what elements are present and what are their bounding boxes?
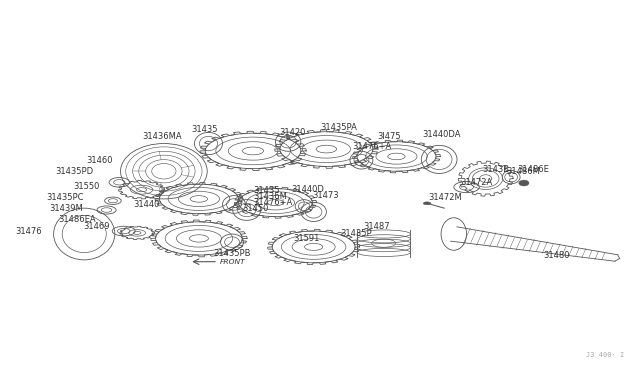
Text: 31435: 31435 xyxy=(191,125,218,134)
Text: 31486E: 31486E xyxy=(518,165,549,174)
Text: 31439M: 31439M xyxy=(49,203,83,213)
Text: 3l475: 3l475 xyxy=(378,132,401,141)
Text: 31476+A: 31476+A xyxy=(253,198,292,207)
Text: 31476+A: 31476+A xyxy=(352,142,391,151)
Text: FRONT: FRONT xyxy=(220,259,246,265)
Text: 31435PC: 31435PC xyxy=(47,193,84,202)
Text: 31486M: 31486M xyxy=(507,167,541,176)
Text: 31460: 31460 xyxy=(86,156,113,166)
Ellipse shape xyxy=(423,202,431,205)
Text: 31472A: 31472A xyxy=(460,178,492,187)
Text: 31476: 31476 xyxy=(15,227,42,235)
Text: 31435PB: 31435PB xyxy=(213,249,251,258)
Text: 31435PD: 31435PD xyxy=(56,167,94,176)
Text: 31487: 31487 xyxy=(364,222,390,231)
Text: 31440DA: 31440DA xyxy=(422,130,460,139)
Text: 31472M: 31472M xyxy=(428,193,462,202)
Text: 31436M: 31436M xyxy=(253,192,287,201)
Text: 31473: 31473 xyxy=(312,191,339,200)
Text: 31469: 31469 xyxy=(83,222,109,231)
Text: 31436MA: 31436MA xyxy=(142,132,182,141)
Text: 31440: 31440 xyxy=(133,200,159,209)
Text: 31486EA: 31486EA xyxy=(58,215,96,224)
Text: 31591: 31591 xyxy=(293,234,319,243)
Text: 31435PA: 31435PA xyxy=(320,123,357,132)
Text: 31450: 31450 xyxy=(243,203,269,213)
Text: 31420: 31420 xyxy=(279,128,305,137)
Text: 31440D: 31440D xyxy=(291,185,324,194)
Text: J3 400· I: J3 400· I xyxy=(586,352,625,358)
Ellipse shape xyxy=(519,180,529,186)
Text: 31435: 31435 xyxy=(253,186,280,195)
Text: 31550: 31550 xyxy=(74,182,100,191)
Text: 3143B: 3143B xyxy=(483,165,509,174)
Text: 31435P: 31435P xyxy=(340,230,372,238)
Text: 31480: 31480 xyxy=(543,251,570,260)
